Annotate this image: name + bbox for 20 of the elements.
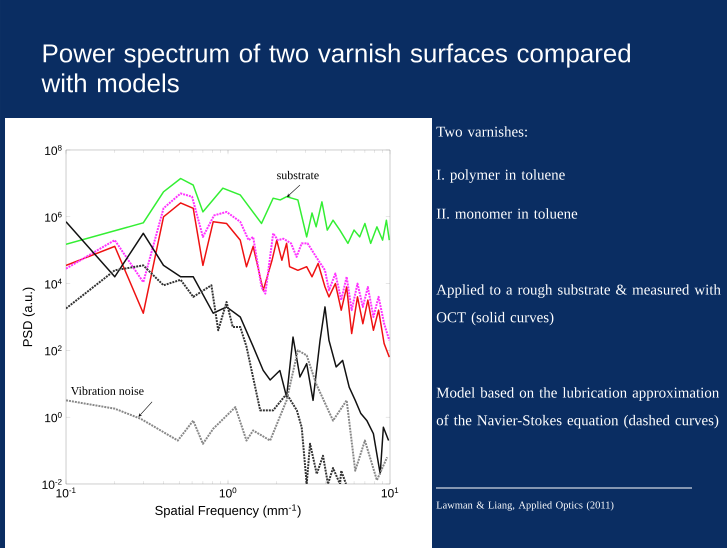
series-label: Vibration noise: [70, 386, 144, 396]
y-tick-label: 10$^{4}$: [45, 278, 62, 289]
text: Model based on the lubrication approximation of the Navier-Stokes equation (dashed curves): [436, 387, 720, 428]
y-axis-title: PSD (a.u.): [22, 288, 35, 346]
series-label: substrate: [277, 170, 319, 180]
x-tick-label: 10$^{0}$: [220, 488, 236, 498]
text: II. monomer in toluene: [436, 208, 578, 219]
text: Two varnishes:: [436, 126, 527, 137]
y-tick-label: 10$^{2}$: [45, 345, 62, 356]
x-axis-title: Spatial Frequency (mm$^{-1}$): [155, 504, 301, 518]
chart-title: Power spectrum of two varnish surfaces compared with models: [41, 44, 630, 92]
y-tick-label: 10$^{0}$: [45, 412, 62, 422]
x-tick-label: 10$^{-1}$: [56, 488, 76, 498]
y-tick-label: 10$^{6}$: [45, 212, 62, 222]
text: Lawman & Liang, Applied Optics (2011): [436, 501, 614, 511]
x-tick-label: 10$^{1}$: [382, 488, 398, 498]
text: Applied to a rough substrate & measured with OCT (solid curves): [436, 284, 721, 326]
text: I. polymer in toluene: [436, 169, 565, 183]
y-tick-label: 10$^{-2}$: [42, 478, 62, 489]
y-tick-label: 10$^{8}$: [45, 144, 62, 155]
